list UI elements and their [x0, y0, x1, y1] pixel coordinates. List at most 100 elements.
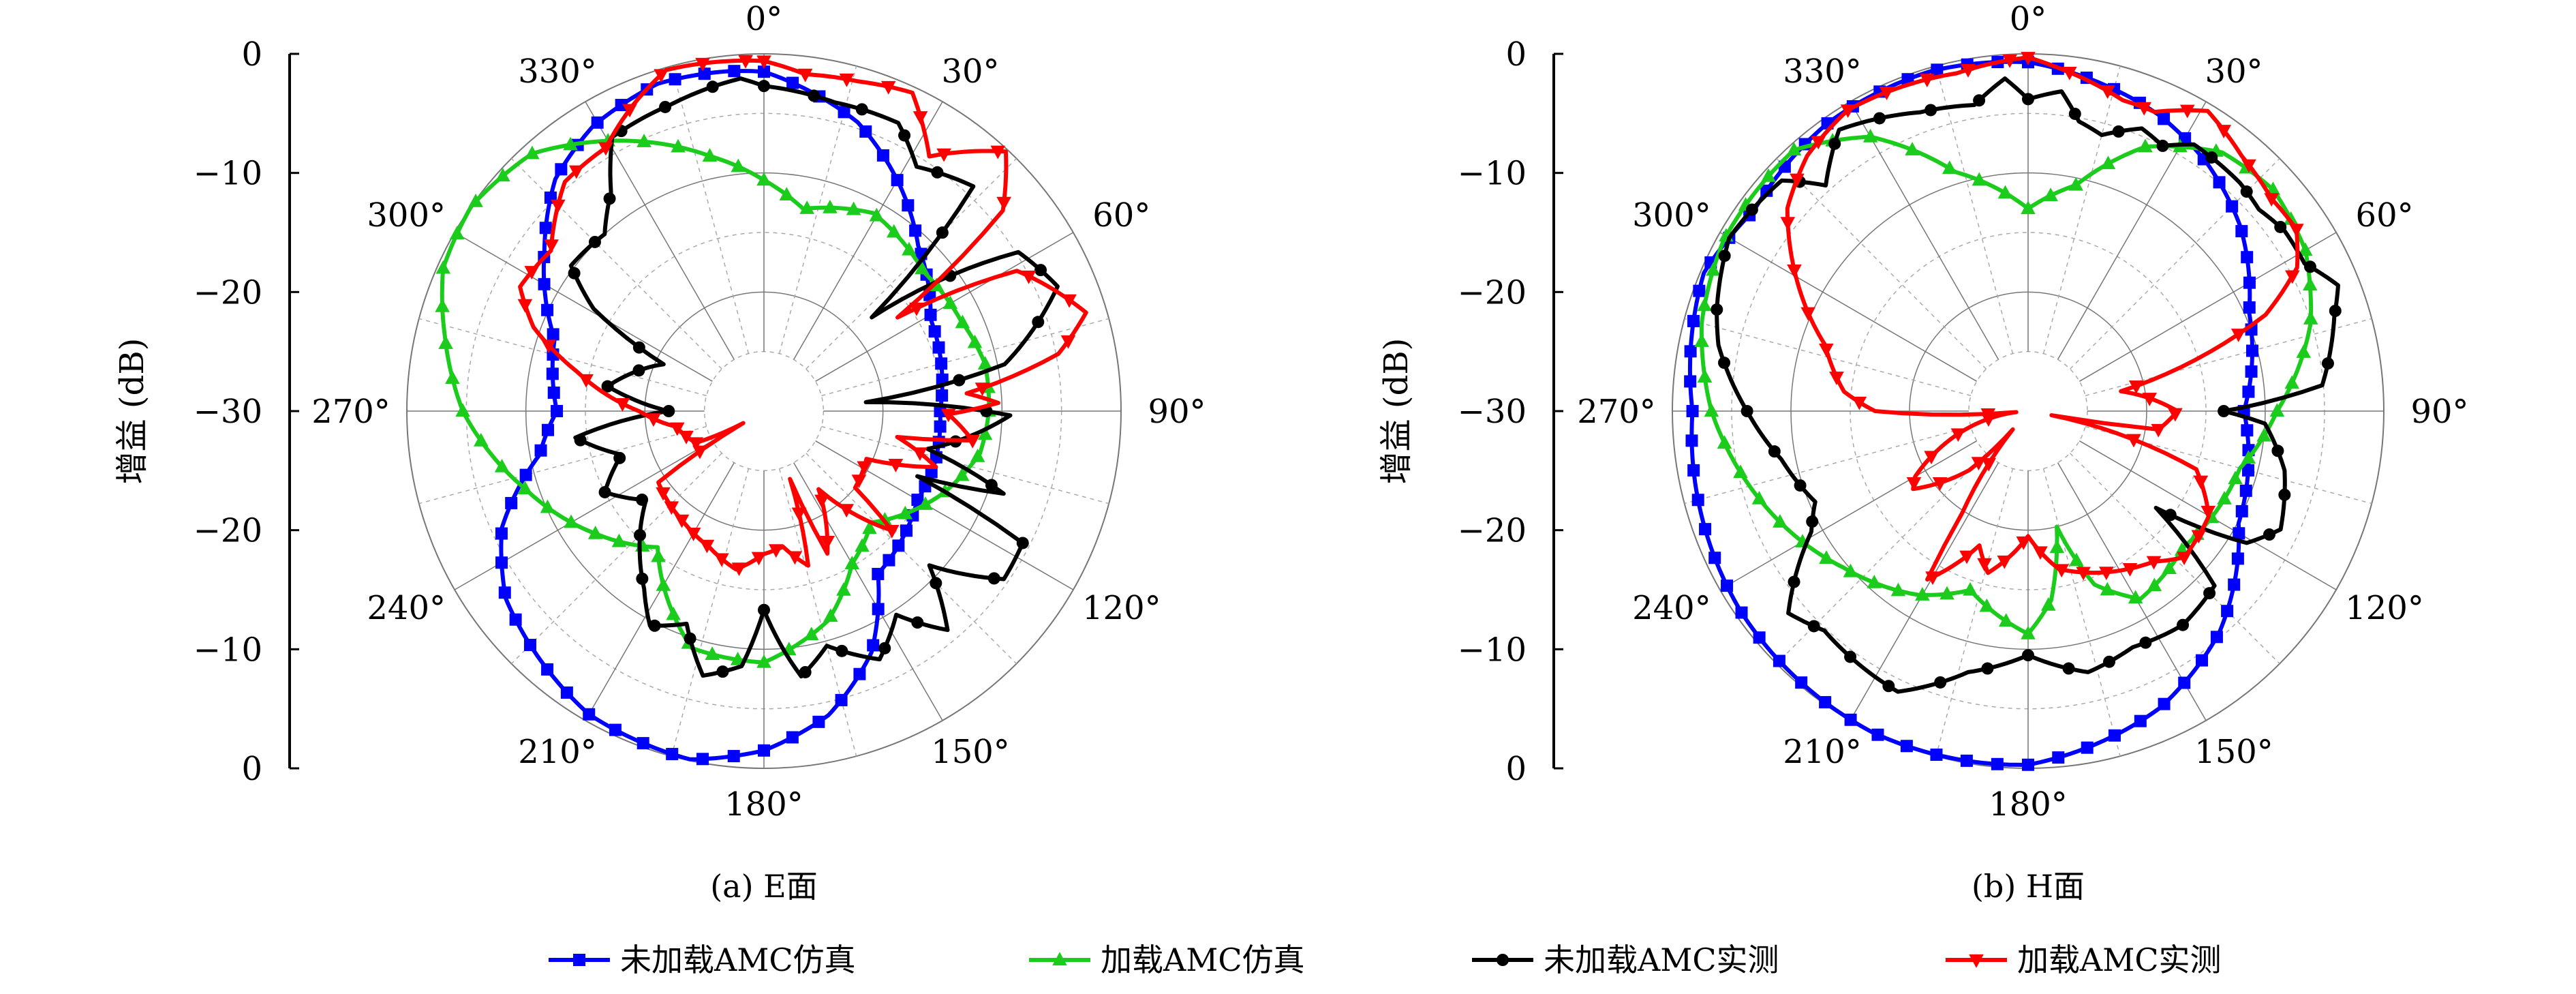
triangle-down-marker	[674, 514, 690, 528]
caption-e-plane: (a) E面	[710, 868, 818, 905]
triangle-down-marker	[1879, 87, 1895, 100]
y-axis-label: 增益 (dB)	[113, 338, 151, 485]
triangle-down-marker	[524, 266, 540, 280]
grid-spoke	[815, 440, 1074, 590]
angle-tick-label: 270°	[311, 393, 390, 431]
square-marker	[2226, 200, 2239, 213]
square-marker	[867, 639, 880, 652]
triangle-down-marker	[2076, 567, 2091, 581]
triangle-up-marker	[1972, 172, 1987, 186]
circle-marker	[799, 665, 812, 678]
circle-marker	[1768, 445, 1781, 458]
square-marker	[2178, 676, 2191, 689]
triangle-down-marker	[2285, 270, 2300, 284]
triangle-up-marker	[1717, 435, 1732, 449]
square-marker	[495, 556, 508, 569]
triangle-up-marker	[540, 499, 555, 513]
grid-spoke	[1776, 157, 1987, 370]
triangle-down-marker	[2193, 475, 2209, 490]
radial-tick-label: −20	[1458, 273, 1527, 312]
triangle-up-marker	[1998, 613, 2014, 627]
triangle-up-marker	[2296, 344, 2312, 358]
circle-marker	[2177, 618, 2190, 631]
triangle-up-marker	[1773, 514, 1788, 528]
triangle-down-marker	[990, 145, 1006, 160]
triangle-up-marker	[855, 538, 870, 552]
square-marker	[835, 693, 848, 706]
square-marker	[1721, 579, 1734, 592]
square-marker	[872, 567, 885, 580]
triangle-down-marker	[851, 475, 867, 488]
triangle-up-marker	[1819, 550, 1834, 564]
circle-marker	[1788, 575, 1800, 588]
triangle-up-marker	[2069, 552, 2084, 567]
circle-marker	[1981, 662, 1994, 675]
grid-spoke	[821, 318, 1109, 397]
triangle-down-marker	[2136, 102, 2152, 116]
square-marker	[1844, 713, 1857, 726]
square-marker	[547, 387, 560, 400]
square-marker	[838, 106, 850, 119]
circle-marker	[2240, 185, 2253, 198]
circle-marker	[911, 616, 924, 629]
legend-label: 加载AMC仿真	[1101, 942, 1305, 978]
square-marker	[936, 389, 949, 402]
circle-marker	[2271, 445, 2284, 457]
circle-marker	[758, 80, 770, 93]
triangle-down-marker	[1969, 954, 1984, 968]
square-marker	[560, 686, 573, 699]
triangle-down-marker	[656, 487, 671, 501]
triangle-down-marker	[2002, 54, 2017, 68]
circle-marker	[835, 644, 848, 657]
square-marker	[1900, 740, 1913, 753]
angle-tick-label: 300°	[367, 196, 446, 235]
triangle-down-marker	[686, 528, 701, 541]
triangle-up-marker	[1963, 582, 1978, 596]
circle-marker	[1973, 94, 1986, 107]
square-marker	[637, 737, 649, 750]
triangle-up-marker	[1939, 586, 1954, 600]
triangle-up-marker	[1915, 587, 1930, 601]
square-marker	[1960, 754, 1973, 767]
triangle-up-marker	[1052, 952, 1067, 966]
triangle-up-marker	[2100, 155, 2116, 170]
triangle-up-marker	[731, 158, 746, 172]
radial-tick-label: −30	[1458, 393, 1527, 431]
square-marker	[1699, 523, 1712, 536]
triangle-up-marker	[2021, 200, 2036, 215]
triangle-up-marker	[702, 148, 718, 162]
radial-tick-label: −10	[1458, 631, 1527, 669]
grid-spoke	[1719, 440, 1978, 590]
grid-spoke	[510, 453, 722, 665]
legend-item-black: 未加载AMC实测	[1472, 942, 1779, 978]
circle-marker	[2112, 125, 2125, 138]
triangle-up-marker	[2041, 597, 2056, 611]
circle-marker	[2164, 509, 2177, 522]
square-marker	[2231, 552, 2244, 565]
triangle-down-marker	[1981, 457, 1997, 472]
circle-marker	[931, 166, 944, 179]
triangle-up-marker	[2021, 625, 2036, 639]
triangle-up-marker	[967, 334, 983, 348]
square-marker	[2241, 424, 2254, 437]
triangle-up-marker	[1761, 168, 1776, 182]
square-marker	[1991, 757, 2004, 770]
triangle-down-marker	[2264, 193, 2279, 207]
circle-marker	[1794, 479, 1807, 492]
series-triangle-down	[1780, 52, 2304, 586]
square-marker	[786, 731, 799, 744]
square-marker	[666, 748, 679, 761]
series-line	[568, 76, 1060, 679]
square-marker	[1684, 345, 1697, 358]
square-marker	[1687, 464, 1700, 477]
circle-marker	[1711, 303, 1723, 316]
square-marker	[1871, 728, 1884, 741]
square-marker	[853, 667, 866, 680]
square-marker	[892, 539, 905, 552]
triangle-down-marker	[598, 142, 613, 156]
triangle-up-marker	[902, 241, 917, 256]
square-marker	[2245, 365, 2258, 378]
square-marker	[609, 723, 622, 736]
triangle-up-marker	[823, 608, 838, 622]
square-marker	[1773, 654, 1785, 667]
